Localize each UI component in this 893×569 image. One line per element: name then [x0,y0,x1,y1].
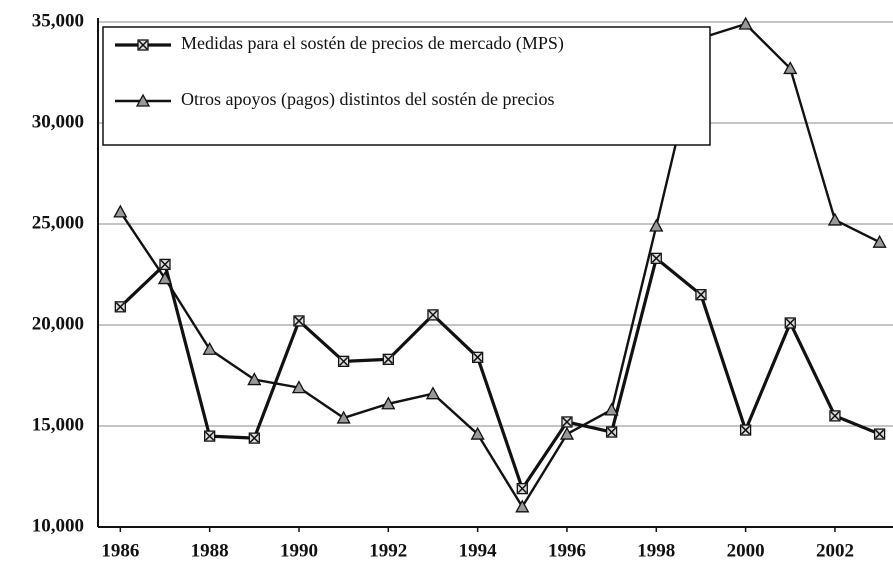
point [559,426,575,440]
point [516,482,528,495]
point [202,341,217,355]
x-tick-label: 2000 [727,540,765,561]
x-tick-label: 1986 [101,540,139,561]
series-line [119,22,881,508]
point [159,258,171,271]
point [784,317,796,329]
point [382,353,394,365]
y-tick-label: 10,000 [32,515,84,536]
point [827,212,843,226]
point-cross [383,354,393,364]
x-tick-label: 1988 [191,540,229,561]
point-cross [741,425,751,435]
series-line [119,256,881,491]
point [739,424,752,436]
point [204,430,216,442]
point [381,396,396,410]
point [336,410,351,424]
legend-label: Medidas para el sostén de precios de mer… [181,33,564,54]
point [829,410,841,422]
point-cross [339,356,349,366]
point [649,218,664,232]
point [293,315,305,327]
point-cross [562,417,572,427]
point [337,355,350,368]
y-tick-label: 15,000 [32,414,84,435]
point-cross [696,290,706,300]
point [604,402,619,416]
point [471,351,484,363]
x-tick-label: 1998 [637,540,675,561]
point [248,432,260,444]
point-cross [785,318,795,328]
y-tick-label: 30,000 [32,111,84,132]
point [157,271,173,285]
point-cross [830,411,840,421]
point-cross [473,352,483,362]
point-cross [875,429,885,439]
point [113,204,128,218]
point [515,499,530,513]
legend-marker [137,39,149,51]
legend-label: Otros apoyos (pagos) distintos del sosté… [181,89,554,110]
point [605,426,618,438]
x-tick-label: 2002 [816,540,854,561]
point-cross [138,40,148,50]
point [470,426,485,440]
point [425,386,441,400]
point [650,252,662,264]
point-cross [115,302,125,312]
point [872,234,887,248]
point [247,372,262,386]
y-tick-label: 25,000 [32,212,84,233]
legend-marker [135,93,151,107]
point [427,309,439,321]
point-cross [160,259,170,269]
point-cross [651,253,661,263]
point [695,289,707,301]
point [873,428,886,440]
point [738,16,753,30]
point-cross [517,484,527,494]
y-tick-label: 35,000 [32,10,84,31]
point-cross [249,433,259,443]
legend-box [102,26,711,146]
point [291,380,307,394]
point [114,301,126,313]
x-tick-label: 1990 [280,540,318,561]
y-tick-label: 20,000 [32,313,84,334]
point [561,416,573,428]
point-cross [428,310,438,320]
x-tick-label: 1992 [369,540,407,561]
point-cross [607,427,617,437]
point-cross [205,431,215,441]
x-tick-label: 1996 [548,540,586,561]
point-cross [294,316,304,326]
point [783,61,798,75]
x-tick-label: 1994 [459,540,498,561]
